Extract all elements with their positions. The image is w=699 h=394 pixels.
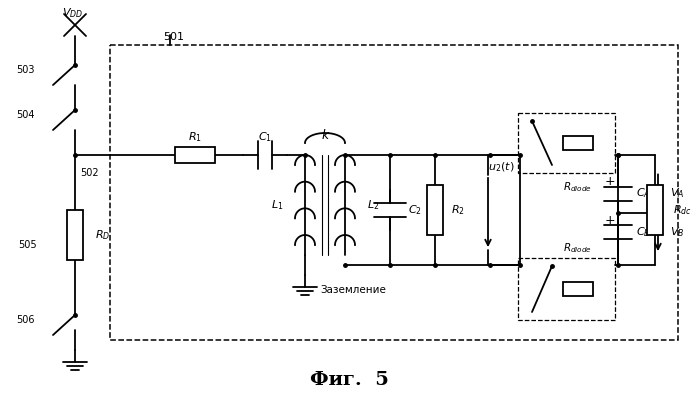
Text: +: + [605,175,615,188]
Bar [175,147,215,163]
Text: Фиг.  5: Фиг. 5 [310,371,389,389]
Text: 502: 502 [80,168,99,178]
Text: $V_B$: $V_B$ [670,225,684,239]
Text: $R_1$: $R_1$ [188,130,202,144]
Text: $R_{diode}$: $R_{diode}$ [563,180,593,194]
Bar [110,45,678,340]
Text: $C_A$: $C_A$ [636,187,651,201]
Text: $L_2$: $L_2$ [367,198,380,212]
Text: $V_{DD}$: $V_{DD}$ [62,6,84,20]
Text: $V_A$: $V_A$ [670,187,684,201]
Text: Заземление: Заземление [320,285,386,295]
Text: $C_1$: $C_1$ [258,130,272,144]
Bar [563,282,593,296]
Text: $R_D$: $R_D$ [95,228,110,242]
Text: 506: 506 [17,315,35,325]
Text: $u_2(t)$: $u_2(t)$ [488,160,514,174]
Text: $L_1$: $L_1$ [271,198,283,212]
Text: k: k [322,128,329,141]
Bar [427,185,443,235]
Text: $R_{diode}$: $R_{diode}$ [563,241,593,255]
Bar [67,210,83,260]
Text: 505: 505 [18,240,37,250]
Bar [647,185,663,235]
Text: 504: 504 [17,110,35,120]
Bar [518,258,615,320]
Text: $R_{dc}$: $R_{dc}$ [673,203,692,217]
Bar [563,136,593,150]
Text: $C_2$: $C_2$ [408,203,422,217]
Text: +: + [605,214,615,227]
Text: $C_B$: $C_B$ [636,225,651,239]
Text: $R_2$: $R_2$ [451,203,465,217]
Text: 501: 501 [163,32,184,42]
Bar [518,113,615,173]
Text: 503: 503 [17,65,35,75]
